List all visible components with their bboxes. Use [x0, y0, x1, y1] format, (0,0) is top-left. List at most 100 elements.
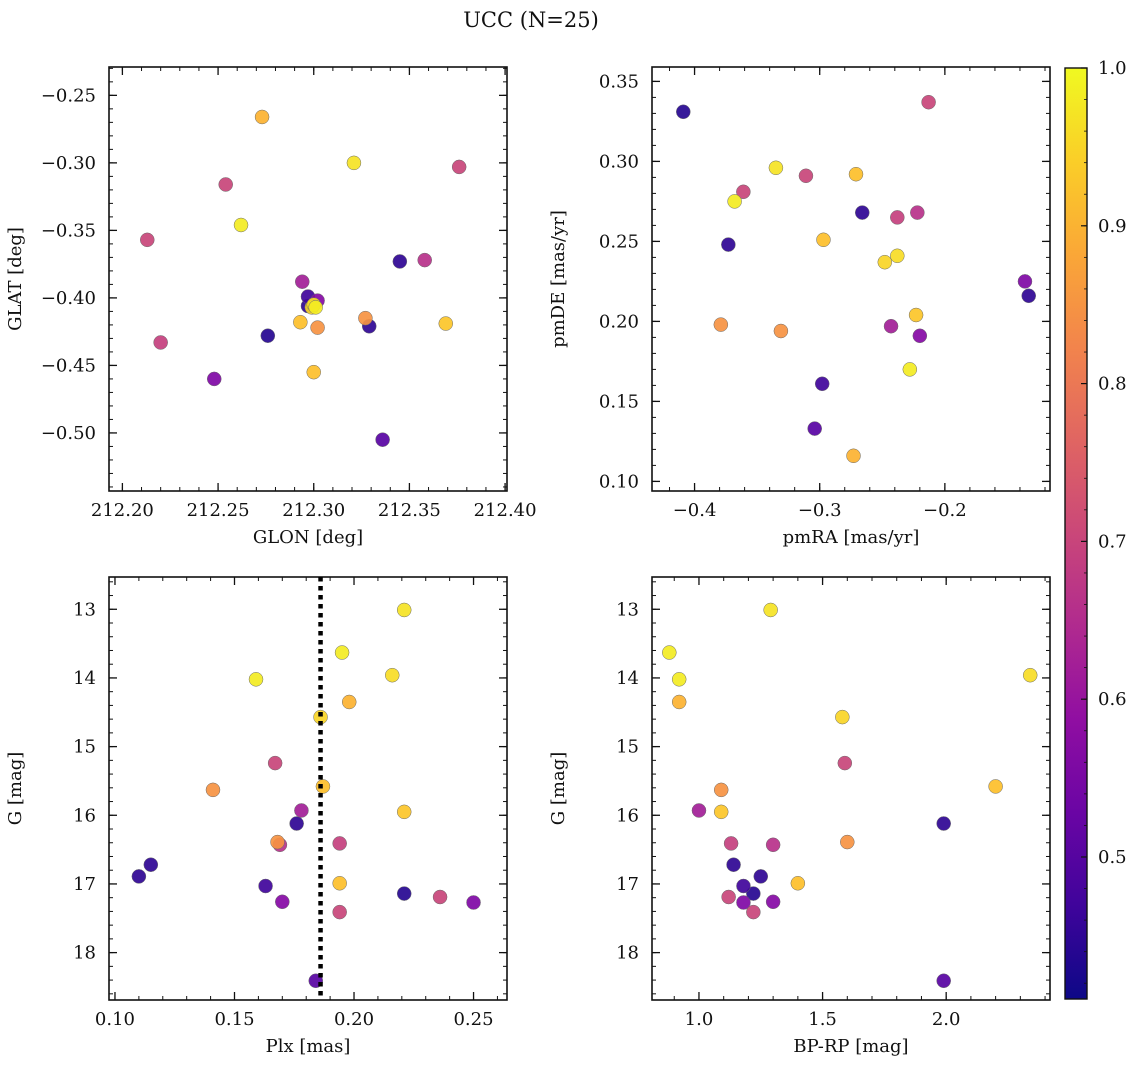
data-point [248, 672, 264, 687]
panel-2: −0.4 −0.3 −0.2 0.10 0.15 0.20 0.25 0.30 0.35 pmRA… [548, 66, 1051, 548]
data-point [233, 217, 249, 233]
y-axis-label: G [mag] [5, 752, 26, 825]
colorbar-tick-label: 0.9 [1098, 216, 1127, 237]
data-point [451, 159, 467, 175]
x-tick-label: −0.4 [673, 500, 717, 521]
x-tick-label: 212.40 [474, 500, 537, 521]
x-tick-label: 212.25 [187, 500, 250, 521]
y-tick-label: 0.30 [599, 151, 639, 172]
data-point [855, 205, 870, 220]
y-axis-label: GLAT [deg] [5, 227, 26, 331]
data-point [432, 889, 448, 905]
data-point [289, 816, 304, 831]
plot-frame [651, 66, 1051, 492]
data-point [332, 836, 347, 851]
x-axis-label: BP-RP [mag] [793, 1036, 908, 1057]
y-tick-label: 18 [616, 943, 639, 964]
data-point [988, 779, 1003, 794]
data-point [270, 834, 285, 850]
data-point [746, 886, 761, 901]
data-point [691, 803, 707, 818]
y-tick-label: 14 [73, 668, 96, 689]
data-point [877, 254, 893, 270]
data-point [713, 782, 729, 798]
colorbar-tick-label: 0.6 [1098, 689, 1127, 710]
data-point [275, 894, 290, 910]
data-point [206, 371, 222, 387]
data-point [835, 709, 850, 725]
data-point [254, 109, 270, 125]
colorbar: 0.5 0.6 0.7 0.8 0.9 1.0 [1064, 58, 1127, 1000]
x-axis-label: Plx [mas] [266, 1036, 351, 1057]
data-point [883, 318, 899, 334]
data-point [721, 889, 736, 905]
data-point [713, 804, 729, 820]
y-tick-label: 17 [73, 874, 96, 895]
data-point [936, 973, 951, 989]
x-tick-label: 0.25 [453, 1009, 493, 1030]
data-point [295, 274, 310, 289]
colorbar-strip [1064, 67, 1088, 1000]
data-point [676, 104, 691, 120]
data-point [218, 177, 233, 192]
data-point [736, 878, 751, 894]
data-point [807, 421, 822, 436]
data-point [790, 876, 806, 891]
data-point [396, 886, 412, 901]
data-point [267, 755, 283, 771]
data-point [798, 168, 814, 184]
data-point [736, 184, 751, 200]
y-tick-label: 13 [616, 599, 639, 620]
y-tick-label: −0.50 [41, 423, 96, 444]
data-point [341, 694, 357, 710]
data-point [846, 448, 861, 464]
data-point [392, 254, 408, 269]
data-point [260, 328, 276, 343]
x-axis-label: GLON [deg] [253, 527, 363, 548]
data-point [723, 836, 739, 851]
data-point [713, 317, 729, 332]
data-point [816, 232, 831, 248]
y-tick-label: 16 [73, 805, 96, 826]
data-point [910, 205, 925, 220]
data-point [306, 364, 321, 380]
x-tick-label: 212.35 [378, 500, 441, 521]
data-point [765, 837, 781, 853]
figure-title: UCC (N=25) [463, 8, 599, 32]
data-point [773, 323, 789, 339]
y-tick-label: 0.35 [599, 71, 639, 92]
data-point [1017, 274, 1033, 289]
data-point [466, 895, 481, 910]
y-tick-label: −0.45 [41, 355, 96, 376]
x-tick-label: 1.0 [685, 1009, 714, 1030]
x-tick-label: 0.20 [334, 1009, 374, 1030]
y-tick-label: −0.40 [41, 288, 96, 309]
data-point [332, 876, 347, 891]
x-tick-label: 2.0 [932, 1009, 961, 1030]
data-point [153, 335, 168, 350]
panel-4: 1.0 1.5 2.0 13 14 15 16 17 18 BP-RP [mag] G [mag] [548, 576, 1051, 1057]
panel-1: 212.20 212.25 212.30 212.35 212.40 −0.25 −0.30… [5, 66, 537, 548]
data-point [396, 804, 412, 820]
data-point [310, 320, 325, 335]
y-tick-label: 16 [616, 805, 639, 826]
data-point [671, 672, 687, 687]
y-tick-label: 17 [616, 874, 639, 895]
data-point [840, 834, 855, 850]
data-point [765, 894, 781, 910]
data-point [308, 300, 323, 315]
x-tick-label: −0.3 [798, 500, 842, 521]
data-point [908, 307, 924, 323]
y-tick-label: 18 [73, 943, 96, 964]
y-tick-label: −0.35 [41, 220, 96, 241]
data-point [848, 166, 864, 182]
panels: 212.20 212.25 212.30 212.35 212.40−0.25−0.30… [5, 66, 1051, 1057]
data-point [315, 779, 331, 794]
data-point [358, 310, 373, 326]
data-point [332, 904, 347, 920]
y-tick-label: 0.10 [599, 471, 639, 492]
y-axis-label: pmDE [mas/yr] [548, 210, 569, 348]
data-point [438, 316, 454, 331]
y-tick-label: 15 [616, 737, 639, 758]
